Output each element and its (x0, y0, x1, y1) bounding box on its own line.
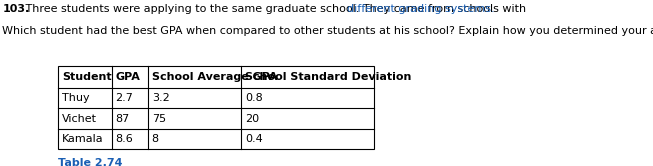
Text: 8.6: 8.6 (116, 134, 133, 144)
Text: GPA: GPA (116, 72, 140, 82)
Text: 0.4: 0.4 (245, 134, 263, 144)
Text: different grading systems.: different grading systems. (347, 4, 494, 14)
Text: 75: 75 (151, 114, 166, 124)
Text: 20: 20 (245, 114, 259, 124)
Text: 103.: 103. (3, 4, 29, 14)
Text: School Standard Deviation: School Standard Deviation (245, 72, 411, 82)
Text: 0.8: 0.8 (245, 93, 263, 103)
Text: 8: 8 (151, 134, 159, 144)
Text: 87: 87 (116, 114, 130, 124)
Text: School Average GPA: School Average GPA (151, 72, 278, 82)
Text: Kamala: Kamala (62, 134, 104, 144)
Text: Student: Student (62, 72, 112, 82)
Text: Which student had the best GPA when compared to other students at his school? Ex: Which student had the best GPA when comp… (3, 26, 653, 36)
Text: 2.7: 2.7 (116, 93, 133, 103)
Text: Table 2.74: Table 2.74 (58, 158, 123, 166)
Text: Thuy: Thuy (62, 93, 89, 103)
Text: 3.2: 3.2 (151, 93, 170, 103)
Bar (58, 66, 374, 149)
Text: Vichet: Vichet (62, 114, 97, 124)
Text: Three students were applying to the same graduate school. They came from schools: Three students were applying to the same… (22, 4, 530, 14)
